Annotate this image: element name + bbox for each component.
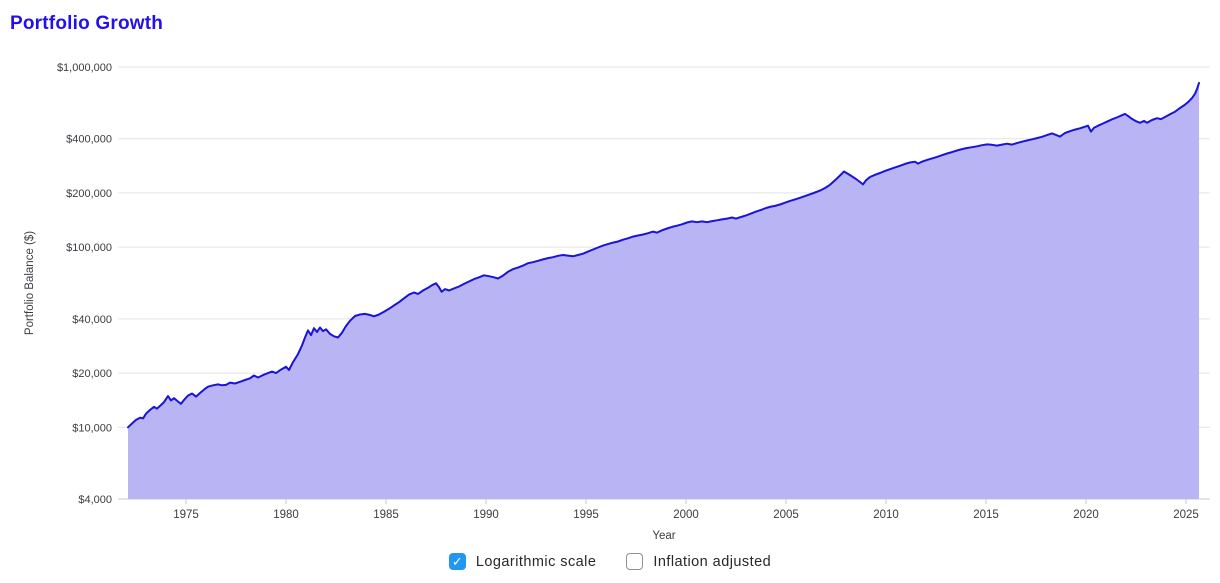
x-tick-label: 2020	[1073, 509, 1099, 521]
portfolio-area-fill	[128, 83, 1199, 499]
y-tick-label: $4,000	[78, 494, 112, 506]
logarithmic-scale-label[interactable]: Logarithmic scale	[475, 553, 597, 570]
y-tick-label: $10,000	[72, 422, 112, 434]
x-tick-label: 2010	[873, 509, 899, 521]
y-tick-label: $20,000	[72, 368, 112, 380]
y-tick-label: $200,000	[66, 188, 112, 200]
x-tick-label: 1985	[373, 509, 399, 521]
y-axis-title: Portfolio Balance ($)	[24, 231, 36, 335]
x-tick-label: 1995	[573, 509, 599, 521]
chart-controls: ✓ Logarithmic scale Inflation adjusted	[0, 553, 1220, 570]
x-tick-label: 1990	[473, 509, 499, 521]
x-axis-title: Year	[652, 530, 675, 542]
x-tick-label: 2000	[673, 509, 699, 521]
x-tick-label: 2015	[973, 509, 999, 521]
portfolio-growth-chart: $1,000,000 $400,000 $200,000 $100,000 $40,00…	[24, 62, 1210, 542]
logarithmic-scale-checkbox[interactable]: ✓	[448, 553, 466, 570]
y-tick-label: $40,000	[72, 314, 112, 326]
inflation-adjusted-checkbox[interactable]	[626, 553, 644, 570]
y-tick-label: $400,000	[66, 134, 112, 146]
y-tick-label: $1,000,000	[57, 62, 112, 74]
x-tick-label: 1975	[173, 509, 199, 521]
inflation-adjusted-control[interactable]: Inflation adjusted	[626, 553, 771, 570]
x-tick-label: 2025	[1173, 509, 1199, 521]
x-tick-label: 1980	[273, 509, 299, 521]
y-tick-label: $100,000	[66, 242, 112, 254]
inflation-adjusted-label[interactable]: Inflation adjusted	[653, 553, 772, 570]
checkmark-icon: ✓	[451, 554, 463, 569]
x-tick-label: 2005	[773, 509, 799, 521]
page-title: Portfolio Growth	[10, 13, 164, 34]
portfolio-line-series	[127, 82, 1200, 429]
logarithmic-scale-control[interactable]: ✓ Logarithmic scale	[448, 553, 597, 570]
